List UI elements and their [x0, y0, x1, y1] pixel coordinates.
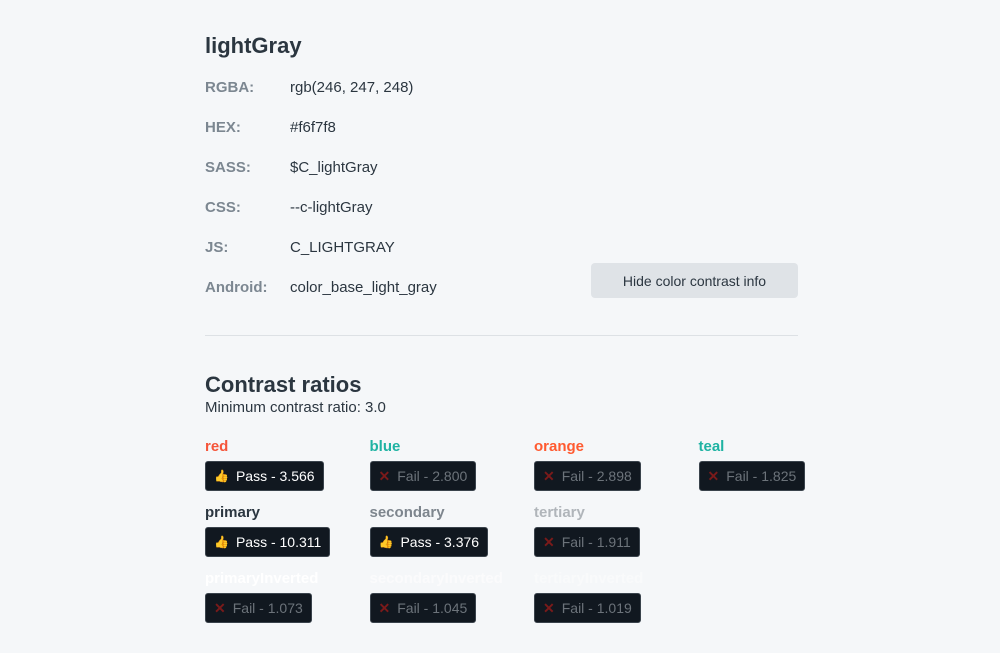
contrast-result: Pass - 3.376 — [400, 534, 480, 550]
contrast-title: Contrast ratios — [205, 372, 362, 397]
contrast-item-primaryInverted: primaryInverted ✕ Fail - 1.073 — [205, 569, 318, 623]
contrast-badge: ✕ Fail - 1.045 — [369, 593, 477, 623]
property-value: C_LIGHTGRAY — [290, 238, 395, 256]
contrast-item-tertiary: tertiary ✕ Fail - 1.911 — [534, 503, 640, 557]
contrast-badge: ✕ Fail - 2.898 — [534, 461, 641, 491]
contrast-item-orange: orange ✕ Fail - 2.898 — [534, 437, 641, 491]
contrast-badge: 👍 Pass - 3.566 — [205, 461, 324, 491]
contrast-badge: ✕ Fail - 1.825 — [698, 461, 806, 491]
contrast-item-tertiaryInverted: tertiaryInverted ✕ Fail - 1.019 — [534, 569, 643, 623]
contrast-result: Fail - 2.800 — [397, 468, 468, 484]
contrast-item-secondaryInverted: secondaryInverted ✕ Fail - 1.045 — [369, 569, 503, 623]
contrast-color-label: red — [205, 438, 229, 455]
contrast-result: Fail - 2.898 — [561, 468, 632, 484]
contrast-badge: ✕ Fail - 1.911 — [534, 527, 640, 557]
contrast-badge: 👍 Pass - 10.311 — [205, 527, 331, 557]
contrast-color-label: blue — [369, 438, 401, 455]
contrast-result: Fail - 1.911 — [561, 534, 631, 550]
property-value: $C_lightGray — [290, 158, 378, 176]
contrast-result: Fail - 1.073 — [232, 600, 303, 616]
property-label: RGBA: — [205, 78, 255, 96]
contrast-color-label: secondary — [369, 504, 445, 521]
x-icon: ✕ — [543, 533, 555, 550]
property-row: SASS: $C_lightGray — [205, 157, 378, 177]
property-label: Android: — [205, 278, 268, 296]
property-value: color_base_light_gray — [290, 278, 437, 296]
minimum-contrast-ratio: Minimum contrast ratio: 3.0 — [205, 399, 386, 416]
contrast-item-secondary: secondary 👍 Pass - 3.376 — [369, 503, 489, 557]
contrast-color-label: tertiary — [534, 504, 585, 521]
contrast-badge: ✕ Fail - 1.019 — [534, 593, 641, 623]
property-row: Android: color_base_light_gray — [205, 277, 437, 297]
contrast-badge: 👍 Pass - 3.376 — [369, 527, 489, 557]
x-icon: ✕ — [378, 467, 391, 484]
divider — [205, 335, 798, 336]
x-icon: ✕ — [707, 467, 720, 484]
property-row: HEX: #f6f7f8 — [205, 117, 336, 137]
x-icon: ✕ — [543, 467, 555, 484]
contrast-color-label: teal — [698, 438, 725, 455]
property-value: --c-lightGray — [290, 198, 373, 216]
contrast-result: Pass - 10.311 — [235, 534, 322, 550]
contrast-color-label: primary — [205, 504, 261, 521]
contrast-item-blue: blue ✕ Fail - 2.800 — [369, 437, 477, 491]
thumbs-up-icon: 👍 — [214, 469, 229, 483]
x-icon: ✕ — [378, 599, 391, 616]
property-label: CSS: — [205, 198, 241, 216]
property-row: JS: C_LIGHTGRAY — [205, 237, 395, 257]
property-label: JS: — [205, 238, 229, 256]
contrast-color-label: tertiaryInverted — [534, 570, 644, 587]
contrast-result: Fail - 1.825 — [726, 468, 797, 484]
hide-contrast-info-button[interactable]: Hide color contrast info — [591, 263, 798, 298]
thumbs-up-icon: 👍 — [214, 535, 229, 549]
property-row: RGBA: rgb(246, 247, 248) — [205, 77, 413, 97]
contrast-item-teal: teal ✕ Fail - 1.825 — [698, 437, 806, 491]
thumbs-up-icon: 👍 — [378, 535, 394, 549]
contrast-color-label: secondaryInverted — [369, 570, 503, 587]
contrast-result: Pass - 3.566 — [235, 468, 315, 484]
property-value: rgb(246, 247, 248) — [290, 78, 414, 96]
color-name-title: lightGray — [205, 33, 302, 58]
contrast-result: Fail - 1.019 — [561, 600, 632, 616]
contrast-item-primary: primary 👍 Pass - 10.311 — [205, 503, 331, 557]
contrast-badge: ✕ Fail - 2.800 — [369, 461, 477, 491]
property-value: #f6f7f8 — [290, 118, 336, 136]
x-icon: ✕ — [543, 599, 555, 616]
property-row: CSS: --c-lightGray — [205, 197, 373, 217]
property-label: SASS: — [205, 158, 251, 176]
property-label: HEX: — [205, 118, 241, 136]
contrast-item-red: red 👍 Pass - 3.566 — [205, 437, 324, 491]
contrast-color-label: primaryInverted — [205, 570, 319, 587]
contrast-result: Fail - 1.045 — [397, 600, 468, 616]
contrast-badge: ✕ Fail - 1.073 — [205, 593, 312, 623]
x-icon: ✕ — [214, 599, 226, 616]
contrast-color-label: orange — [534, 438, 585, 455]
